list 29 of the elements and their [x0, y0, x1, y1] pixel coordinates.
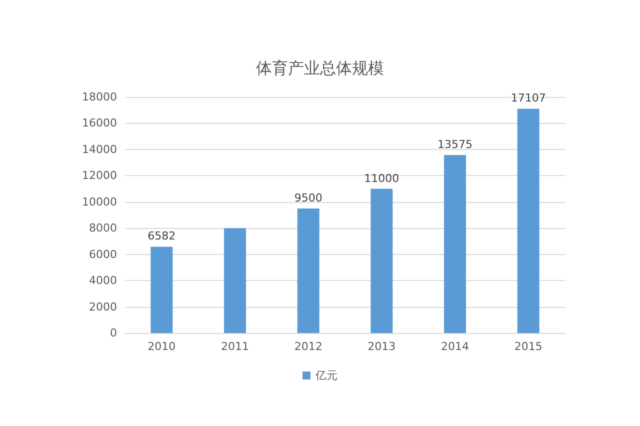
x-tick-label: 2014	[441, 340, 469, 353]
y-tick-label: 0	[110, 326, 117, 340]
bar	[517, 108, 540, 333]
x-tick-label: 2013	[368, 340, 396, 353]
y-tick-label: 4000	[89, 274, 117, 288]
y-tick-label: 10000	[82, 195, 117, 208]
text: 17107	[510, 92, 546, 105]
y-tick-label: 18000	[82, 90, 117, 104]
y-tick-label: 2000	[89, 300, 117, 314]
text: 13575	[438, 138, 472, 152]
x-tick-label: 2015	[514, 340, 542, 353]
text: 11000	[364, 172, 400, 185]
y-tick-label: 8000	[89, 222, 117, 235]
bar	[150, 246, 173, 333]
bar	[370, 188, 393, 333]
chart-title: 体育产业总体规模	[256, 58, 384, 78]
text: 6582	[148, 230, 176, 243]
bar	[444, 155, 466, 333]
text: 9500	[294, 191, 322, 204]
x-tick-label: 2010	[148, 340, 176, 353]
legend-label: 亿元	[314, 369, 338, 382]
y-tick-label: 6000	[89, 248, 117, 261]
y-tick-label: 12000	[82, 169, 117, 182]
y-tick-label: 14000	[82, 142, 117, 156]
y-tick-label: 16000	[82, 116, 117, 130]
x-tick-label: 2012	[294, 340, 322, 353]
bar	[224, 228, 246, 333]
x-tick-label: 2011	[221, 340, 249, 353]
bar	[297, 208, 320, 333]
